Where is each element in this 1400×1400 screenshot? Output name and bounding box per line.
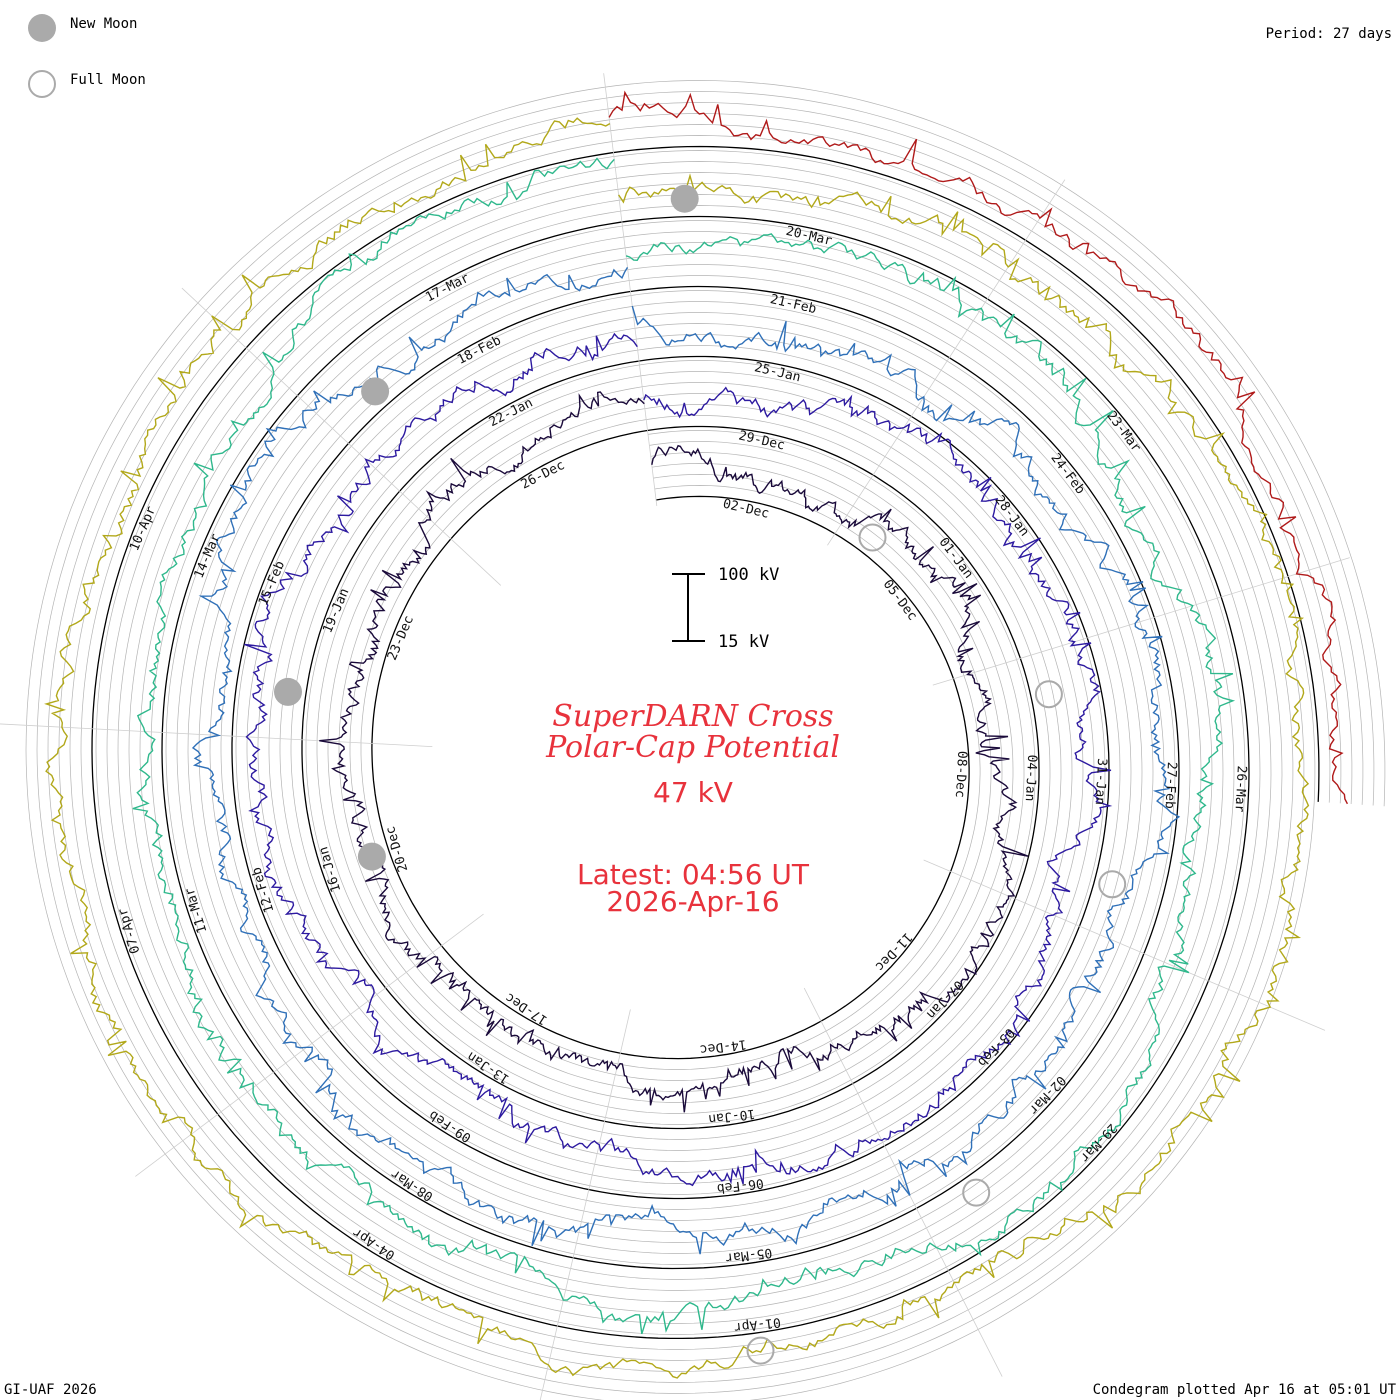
date-label: 01-Apr (733, 1314, 782, 1335)
date-label: 27-Feb (1162, 761, 1179, 809)
date-label: 08-Dec (952, 750, 969, 798)
date-label: 10-Jan (708, 1106, 756, 1127)
date-label: 19-Jan (320, 586, 352, 635)
full-moon-label: Full Moon (70, 72, 146, 88)
date-label: 10-Apr (127, 504, 159, 553)
grid-spiral (80, 135, 1331, 1350)
date-label: 07-Apr (115, 906, 143, 955)
grid-spiral (47, 102, 1364, 1383)
series-line-rotation-5 (44, 117, 1310, 1379)
full-moon-marker (1034, 680, 1063, 709)
date-label: 26-Mar (1231, 765, 1248, 813)
date-label: 17-Mar (423, 271, 472, 306)
credit-text: GI-UAF 2026 (4, 1382, 97, 1398)
date-label: 20-Dec (383, 824, 411, 873)
radial-spoke (0, 723, 433, 748)
radial-spoke (181, 287, 502, 586)
date-label: 12-Feb (249, 865, 277, 914)
series-line-rotation-3 (191, 267, 1181, 1255)
grid-spiral (58, 113, 1353, 1372)
series-line-rotation-1 (319, 391, 1029, 1113)
chart-title-line1: SuperDARN Cross (552, 699, 833, 734)
date-label: 07-Jan (923, 977, 966, 1022)
date-label: 06-Feb (716, 1175, 765, 1196)
series-line-rotation-2 (244, 332, 1113, 1187)
baseline-spiral (91, 145, 1320, 1340)
latest-date: 2026-Apr-16 (606, 885, 779, 918)
date-label: 23-Mar (1103, 409, 1143, 456)
legend: New Moon Full Moon (28, 14, 146, 98)
date-label: 14-Dec (699, 1036, 747, 1057)
date-label: 11-Dec (872, 929, 915, 974)
scale-top-label: 100 kV (718, 565, 779, 585)
series-line-rotation-4 (132, 157, 1236, 1335)
date-label: 26-Dec (519, 458, 568, 493)
grid-layer (0, 73, 1386, 1400)
date-label: 29-Mar (1076, 1120, 1119, 1165)
new-moon-marker (670, 184, 699, 213)
new-moon-label: New Moon (70, 16, 137, 32)
grid-spiral (25, 80, 1386, 1400)
new-moon-legend-icon (28, 14, 56, 42)
latest-time: Latest: 04:56 UT (577, 858, 810, 891)
grid-spiral (69, 124, 1342, 1361)
full-moon-marker (858, 523, 887, 552)
new-moon-marker (361, 377, 390, 406)
date-label: 28-Jan (991, 493, 1031, 540)
scale-bar: 100 kV 15 kV (672, 565, 779, 652)
series-layer (44, 90, 1349, 1379)
radial-spoke (539, 1009, 631, 1400)
full-moon-marker (1098, 870, 1127, 899)
plotted-text: Condegram plotted Apr 16 at 05:01 UT (1093, 1382, 1397, 1398)
date-label: 23-Dec (385, 614, 417, 663)
date-label: 01-Jan (936, 535, 976, 582)
period-label: Period: 27 days (1266, 26, 1392, 42)
date-label: 16-Jan (316, 845, 344, 894)
full-moon-marker (962, 1178, 991, 1207)
radial-spoke (923, 859, 1326, 1031)
date-label: 05-Dec (880, 577, 920, 624)
radial-spoke (932, 557, 1350, 686)
date-label: 18-Feb (455, 333, 504, 368)
date-label: 11-Mar (182, 886, 210, 935)
series-line-rotation-6 (608, 90, 1349, 805)
date-label: 31-Jan (1092, 758, 1109, 806)
date-label: 22-Jan (487, 396, 536, 431)
radial-spoke (827, 179, 1066, 546)
new-moon-marker (357, 842, 386, 871)
full-moon-legend-icon (28, 70, 56, 98)
grid-spiral (36, 91, 1375, 1394)
full-moon-marker (746, 1336, 775, 1365)
new-moon-marker (274, 677, 302, 706)
radial-spoke (803, 987, 1003, 1377)
date-label: 03-Feb (974, 1025, 1017, 1070)
chart-title-line2: Polar-Cap Potential (545, 730, 840, 765)
date-label: 24-Feb (1047, 451, 1087, 498)
moon-marker-layer (274, 184, 1127, 1365)
scale-bottom-label: 15 kV (718, 632, 769, 652)
radial-spoke (603, 73, 658, 506)
date-label: 05-Mar (724, 1244, 773, 1265)
current-value: 47 kV (653, 776, 733, 809)
date-label: 04-Jan (1022, 754, 1039, 802)
date-label: 15-Feb (256, 559, 288, 608)
